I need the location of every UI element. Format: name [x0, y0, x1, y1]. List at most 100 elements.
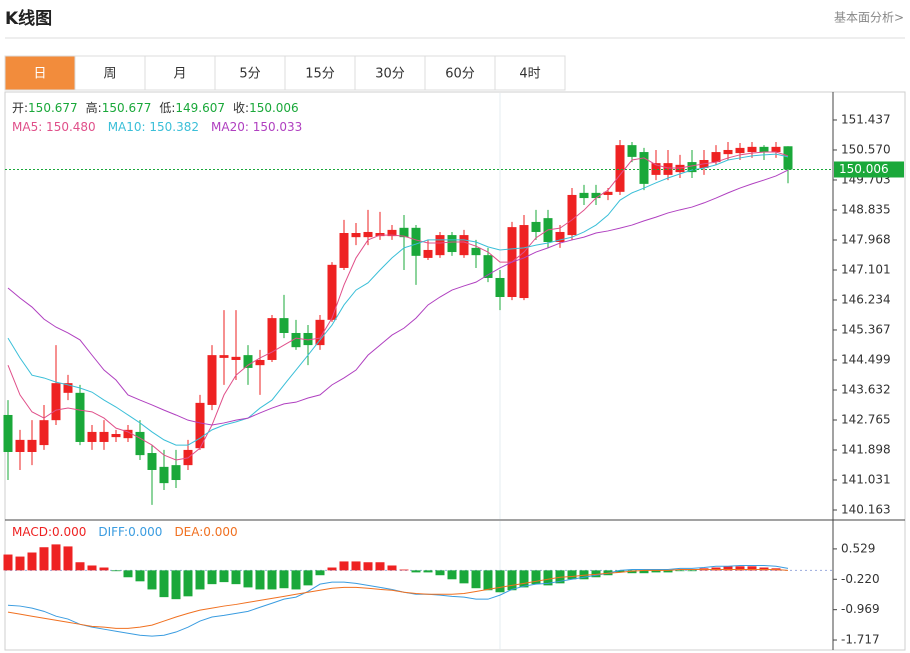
- legend-entry: MA5: 150.480: [12, 120, 96, 134]
- y-tick-label: 140.163: [841, 503, 891, 517]
- candle-body: [615, 145, 625, 192]
- ma-line: [7, 153, 789, 446]
- candle-body: [747, 146, 757, 153]
- tab-label[interactable]: 30分: [375, 67, 405, 82]
- legend-entry: DEA:0.000: [174, 525, 237, 539]
- macd-bar: [747, 566, 757, 571]
- candle-body: [3, 414, 13, 452]
- macd-bar: [507, 570, 517, 591]
- macd-bar: [243, 570, 253, 588]
- y-tick-label: 141.031: [841, 472, 891, 486]
- tab[interactable]: [354, 55, 426, 91]
- candle-body: [459, 235, 469, 256]
- macd-bar: [651, 570, 661, 573]
- candle-body: [651, 163, 661, 175]
- macd-bar: [99, 567, 109, 571]
- macd-bar: [447, 570, 457, 580]
- macd-bar: [375, 562, 385, 571]
- tab-label[interactable]: 日: [33, 67, 46, 82]
- candle-body: [639, 152, 649, 184]
- candle-body: [375, 233, 385, 237]
- tab[interactable]: [494, 55, 566, 91]
- candle-body: [195, 402, 205, 449]
- last-price-label: 150.006: [839, 162, 889, 176]
- macd-bar: [39, 547, 49, 571]
- legend-entry: 高:: [86, 100, 102, 115]
- candle-body: [759, 146, 769, 153]
- macd-bar: [219, 570, 229, 583]
- y-tick-label: 144.499: [841, 353, 891, 367]
- tab[interactable]: [144, 55, 216, 91]
- candle-body: [363, 231, 373, 238]
- macd-bar: [159, 570, 169, 598]
- macd-bar: [495, 570, 505, 593]
- macd-bar: [543, 570, 553, 586]
- fundamental-link[interactable]: 基本面分析>: [834, 11, 904, 25]
- legend-entry: MA10: 150.382: [108, 120, 199, 134]
- macd-bar: [615, 570, 625, 573]
- macd-bar: [171, 570, 181, 600]
- candle-body: [291, 332, 301, 348]
- candle-body: [591, 192, 601, 199]
- macd-bar: [675, 570, 685, 572]
- tab-label[interactable]: 5分: [239, 67, 260, 82]
- macd-bar: [63, 546, 73, 571]
- macd-bar: [711, 567, 721, 571]
- tab-label[interactable]: 15分: [305, 67, 335, 82]
- candle-body: [471, 247, 481, 256]
- candle-body: [123, 429, 133, 439]
- tab-label[interactable]: 周: [103, 67, 116, 82]
- macd-bar: [339, 561, 349, 571]
- macd-bar: [735, 566, 745, 571]
- candle-body: [339, 233, 349, 268]
- candle-body: [207, 355, 217, 405]
- macd-bar: [15, 556, 25, 571]
- macd-bar: [195, 570, 205, 590]
- y-tick-label: 146.234: [841, 292, 891, 306]
- candle-body: [495, 277, 505, 298]
- candle-body: [423, 249, 433, 258]
- y-tick-label: -0.969: [841, 602, 880, 616]
- candle-body: [447, 235, 457, 253]
- candle-body: [147, 453, 157, 470]
- candle-body: [255, 359, 265, 366]
- candle-body: [219, 355, 229, 358]
- macd-bar: [123, 570, 133, 578]
- tab-label[interactable]: 60分: [445, 67, 475, 82]
- tab-label[interactable]: 月: [173, 67, 186, 82]
- candle-body: [711, 152, 721, 163]
- macd-bar: [315, 570, 325, 576]
- candle-body: [687, 162, 697, 173]
- macd-bar: [135, 570, 145, 582]
- candle-body: [327, 264, 337, 320]
- macd-bar: [639, 570, 649, 574]
- candle-body: [723, 149, 733, 155]
- candle-body: [387, 229, 397, 237]
- candle-body: [531, 221, 541, 232]
- last-price-box: [834, 161, 904, 178]
- candle-body: [411, 227, 421, 256]
- macd-bar: [231, 570, 241, 585]
- candle-body: [435, 235, 445, 256]
- ma-line: [7, 169, 789, 426]
- tab-label[interactable]: 4时: [519, 67, 540, 82]
- legend-entry: 149.607: [175, 101, 225, 115]
- macd-bar: [75, 562, 85, 571]
- macd-bar: [351, 561, 361, 571]
- tab[interactable]: [74, 55, 146, 91]
- macd-bar: [147, 570, 157, 590]
- macd-bar: [51, 544, 61, 571]
- macd-bar: [291, 570, 301, 590]
- candle-body: [783, 146, 793, 170]
- macd-bar: [567, 570, 577, 580]
- macd-bar: [207, 570, 217, 585]
- macd-bar: [423, 570, 433, 573]
- macd-bar: [363, 562, 373, 571]
- candle-body: [87, 431, 97, 442]
- y-tick-label: 148.835: [841, 203, 891, 217]
- candle-body: [135, 431, 145, 456]
- candle-body: [603, 191, 613, 195]
- candle-body: [735, 147, 745, 154]
- candle-body: [63, 383, 73, 393]
- candle-body: [771, 146, 781, 153]
